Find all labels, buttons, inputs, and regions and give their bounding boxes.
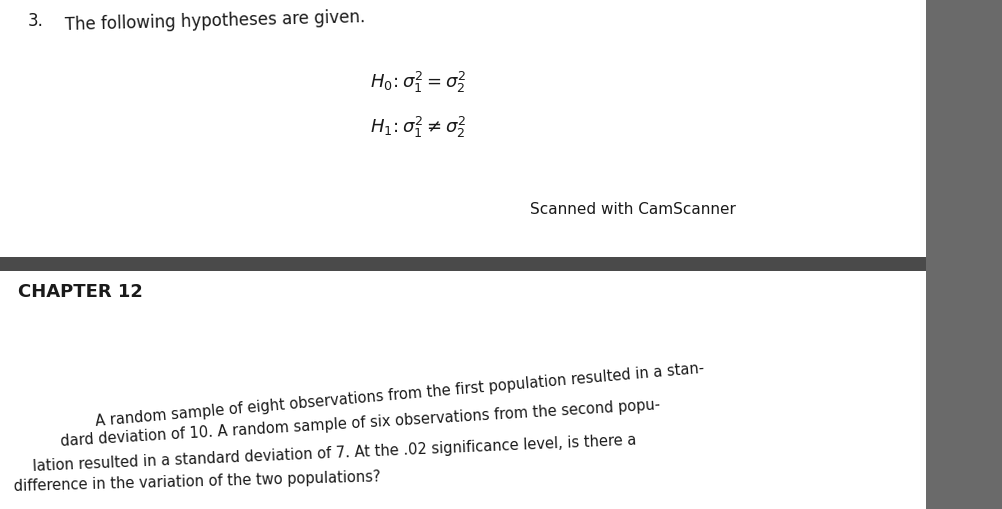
Text: $H_0\!: \sigma_1^2 = \sigma_2^2$: $H_0\!: \sigma_1^2 = \sigma_2^2$ [370, 70, 466, 95]
Text: Scanned with CamScanner: Scanned with CamScanner [529, 202, 735, 217]
Text: dard deviation of 10. A random sample of six observations from the second popu-: dard deviation of 10. A random sample of… [60, 397, 660, 448]
Text: difference in the variation of the two populations?: difference in the variation of the two p… [14, 469, 381, 494]
Text: $H_1\!: \sigma_1^2 \neq \sigma_2^2$: $H_1\!: \sigma_1^2 \neq \sigma_2^2$ [370, 115, 466, 140]
Bar [0, 257, 925, 271]
Bar [0, 0, 925, 257]
Bar [0, 271, 925, 509]
Text: The following hypotheses are given.: The following hypotheses are given. [65, 8, 366, 34]
Text: CHAPTER 12: CHAPTER 12 [18, 283, 142, 301]
Text: lation resulted in a standard deviation of 7. At the .02 significance level, is : lation resulted in a standard deviation … [32, 433, 635, 474]
Text: 3.: 3. [28, 12, 44, 30]
Bar [925, 0, 1002, 509]
Text: A random sample of eight observations from the first population resulted in a st: A random sample of eight observations fr… [95, 361, 704, 429]
